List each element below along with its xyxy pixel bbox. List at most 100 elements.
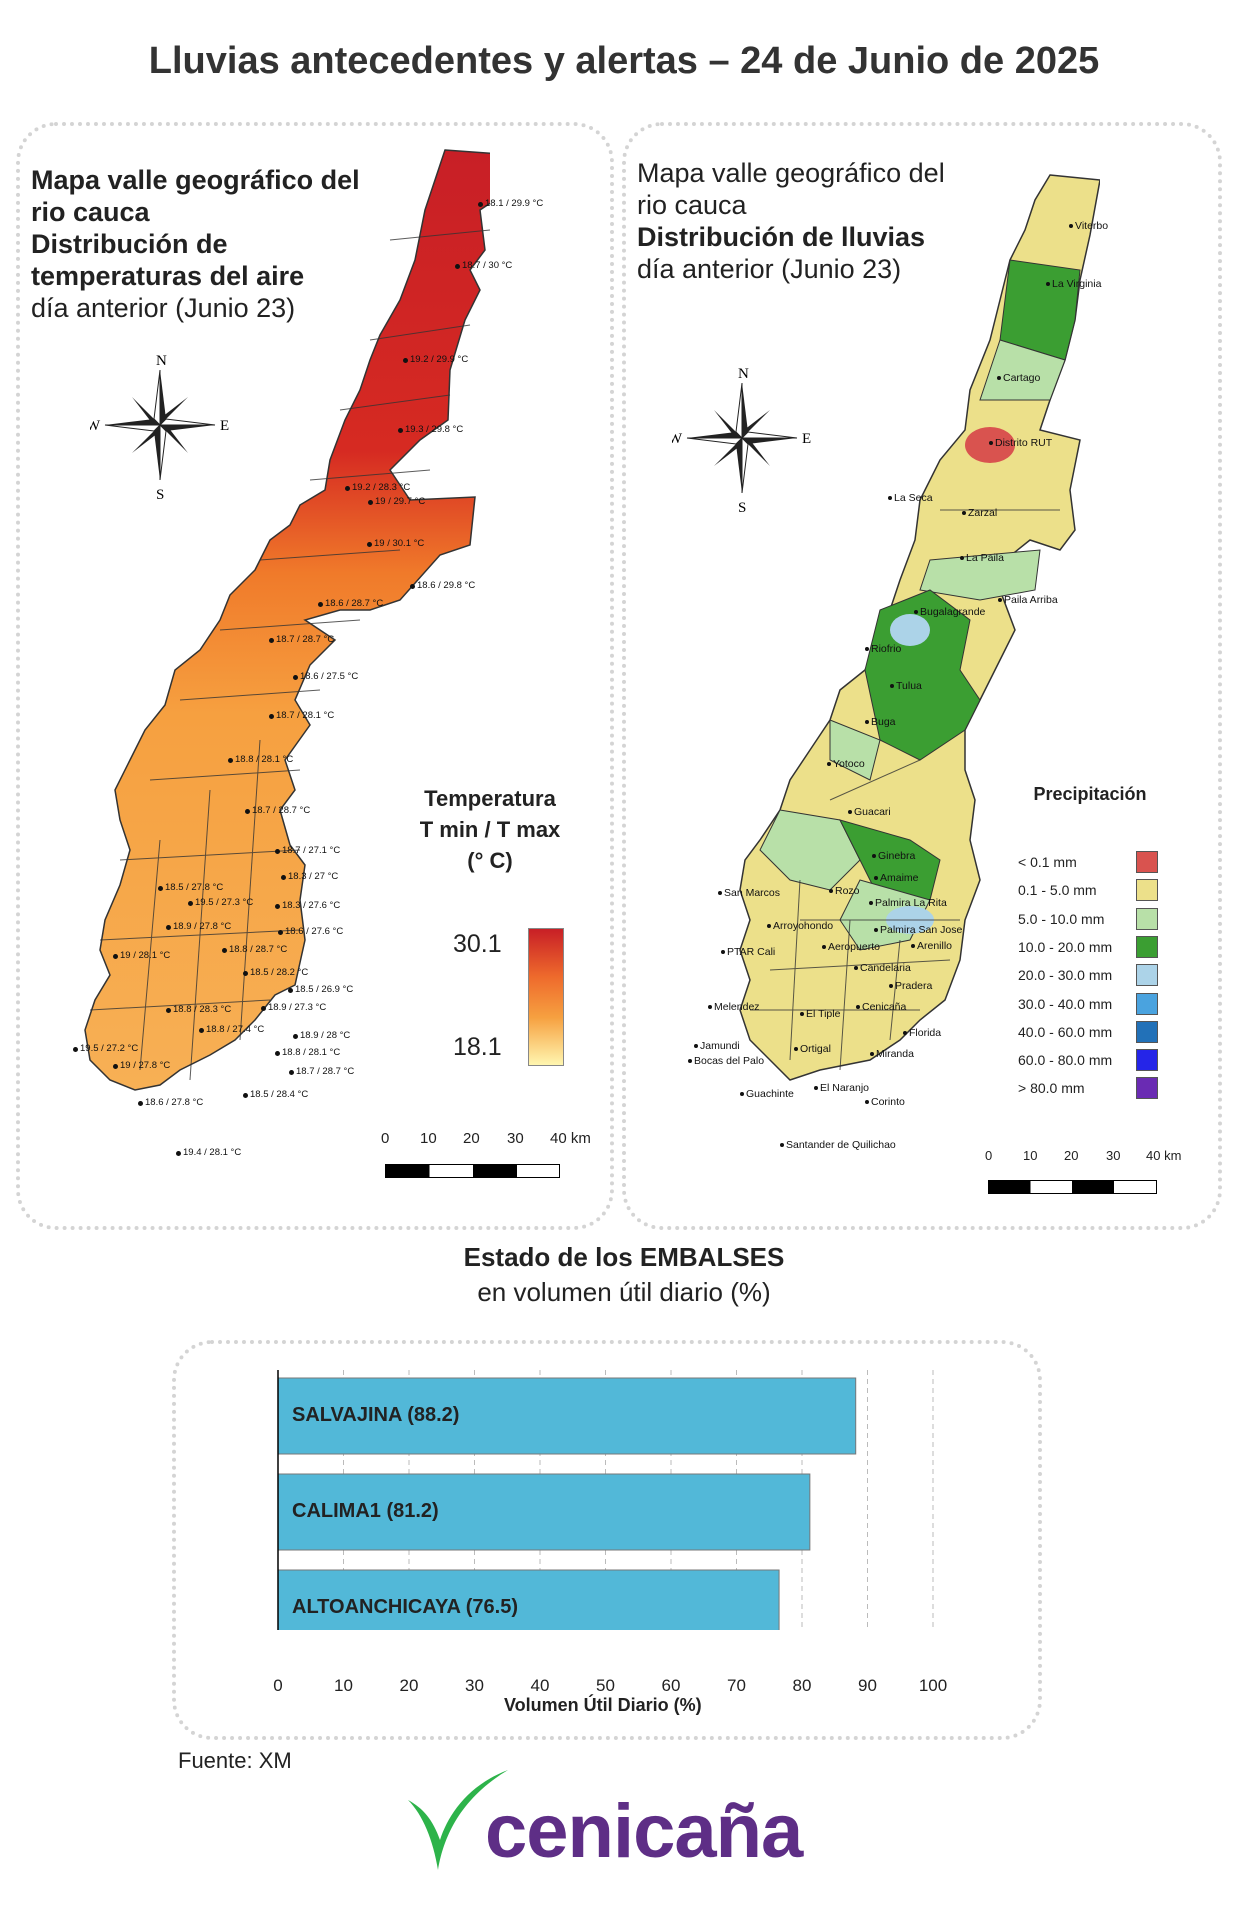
station-dot <box>318 602 323 607</box>
station-label: 19.2 / 29.9 °C <box>410 354 469 365</box>
reservoirs-chart-panel <box>172 1340 1042 1740</box>
temp-title-line1: Mapa valle geográfico del <box>31 165 360 195</box>
place-label: Bocas del Palo <box>694 1055 765 1067</box>
station-dot <box>293 1034 298 1039</box>
place-dot <box>708 1005 712 1009</box>
station-label: 18.6 / 29.8 °C <box>417 580 476 591</box>
x-tick-label: 60 <box>661 1676 681 1695</box>
place-dot <box>872 854 876 858</box>
station-label: 18.6 / 27.5 °C <box>300 671 359 682</box>
precipitation-legend-swatch <box>1136 1077 1158 1100</box>
place-dot <box>888 496 892 500</box>
precipitation-legend-label: 20.0 - 30.0 mm <box>1018 967 1113 984</box>
precipitation-legend-label: 10.0 - 20.0 mm <box>1018 938 1113 955</box>
compass-rose-icon: N S E W <box>90 353 229 500</box>
place-dot <box>688 1059 692 1063</box>
reservoir-bar <box>277 1569 780 1630</box>
station-label: 19.5 / 27.2 °C <box>80 1043 139 1054</box>
rain-title-line3: Distribución de lluvias <box>637 222 926 252</box>
temp-legend-line3: (° C) <box>467 848 513 873</box>
compass-s: S <box>738 500 746 513</box>
place-label: PTAR Cali <box>727 946 776 958</box>
reservoirs-bar-chart <box>277 1370 934 1630</box>
rain-title-line2: rio cauca <box>637 190 747 220</box>
x-tick-label: 10 <box>334 1676 353 1695</box>
precipitation-legend-item: 30.0 - 40.0 mm <box>1018 992 1158 1015</box>
temp-legend-line1: Temperatura <box>424 786 556 811</box>
place-dot <box>997 376 1001 380</box>
place-label: Cenicaña <box>862 1001 907 1013</box>
place-label: Palmira San Jose <box>880 924 963 936</box>
precipitation-legend-swatch <box>1136 935 1158 958</box>
rain-scale-10: 10 <box>1023 1148 1038 1163</box>
temp-scale-bar <box>385 1164 560 1178</box>
reservoir-bar-label: SALVAJINA (88.2) <box>292 1404 460 1426</box>
station-label: 18.7 / 28.7 °C <box>276 634 335 645</box>
station-dot <box>269 714 274 719</box>
x-tick-label: 80 <box>792 1676 812 1695</box>
station-dot <box>158 886 163 891</box>
place-dot <box>865 647 869 651</box>
place-dot <box>780 1143 784 1147</box>
rainfall-map <box>739 174 1100 1081</box>
station-dot <box>278 930 283 935</box>
reservoirs-title: Estado de los EMBALSES <box>463 1242 785 1272</box>
place-label: El Naranjo <box>820 1082 870 1094</box>
place-dot <box>874 928 878 932</box>
precipitation-legend-swatch <box>1136 851 1158 873</box>
place-dot <box>694 1044 698 1048</box>
station-dot <box>269 638 274 643</box>
station-label: 18.8 / 28.1 °C <box>282 1047 341 1058</box>
station-label: 18.1 / 29.9 °C <box>485 198 544 209</box>
station-label: 18.8 / 28.1 °C <box>235 754 294 765</box>
place-dot <box>814 1086 818 1090</box>
station-label: 18.8 / 28.7 °C <box>229 944 288 955</box>
compass-s: S <box>156 487 164 500</box>
station-label: 18.8 / 28.3 °C <box>173 1004 232 1015</box>
compass-rose-icon: N S E W <box>672 366 811 513</box>
reservoir-bar-label: ALTOANCHICAYA (76.5) <box>292 1596 518 1618</box>
x-tick-label: 0 <box>273 1676 283 1695</box>
precipitation-legend-item: 60.0 - 80.0 mm <box>1018 1049 1158 1072</box>
temp-scale-40km: 40 km <box>550 1130 591 1147</box>
place-dot <box>989 441 993 445</box>
place-dot <box>914 610 918 614</box>
station-dot <box>166 1008 171 1013</box>
place-label: Distrito RUT <box>995 437 1053 449</box>
station-label: 18.7 / 30 °C <box>462 260 513 271</box>
place-dot <box>870 1052 874 1056</box>
place-label: Corinto <box>871 1096 905 1108</box>
place-dot <box>827 762 831 766</box>
compass-n: N <box>156 353 167 369</box>
station-dot <box>113 954 118 959</box>
place-label: Miranda <box>876 1048 914 1060</box>
temp-title-line2: rio cauca <box>31 197 150 227</box>
place-label: Santander de Quilichao <box>786 1139 896 1151</box>
compass-w: W <box>672 431 683 447</box>
station-dot <box>478 202 483 207</box>
rain-scale-bar <box>988 1180 1157 1194</box>
place-dot <box>865 720 869 724</box>
station-dot <box>398 428 403 433</box>
station-dot <box>228 758 233 763</box>
place-label: Pradera <box>895 980 933 992</box>
precipitation-legend-swatch <box>1136 1049 1158 1072</box>
place-dot <box>962 511 966 515</box>
place-label: Viterbo <box>1075 220 1109 232</box>
station-dot <box>261 1006 266 1011</box>
rain-scale-20: 20 <box>1064 1148 1079 1163</box>
place-dot <box>998 598 1002 602</box>
place-label: Yotoco <box>833 758 865 770</box>
station-label: 18.5 / 28.2 °C <box>250 967 309 978</box>
place-label: Palmira La Rita <box>875 897 947 909</box>
place-label: El Tiple <box>806 1008 841 1020</box>
precipitation-legend-label: 5.0 - 10.0 mm <box>1018 910 1105 927</box>
station-dot <box>243 971 248 976</box>
temp-title-line5: día anterior (Junio 23) <box>31 293 296 323</box>
temperature-map <box>84 149 490 1091</box>
x-tick-label: 90 <box>858 1676 877 1695</box>
place-label: Rozo <box>835 885 860 897</box>
place-dot <box>718 891 722 895</box>
place-dot <box>890 684 894 688</box>
rain-scale-30: 30 <box>1106 1148 1121 1163</box>
